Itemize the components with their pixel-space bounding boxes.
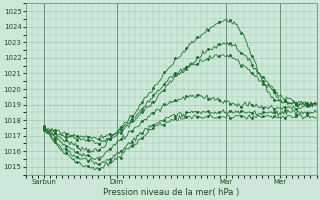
X-axis label: Pression niveau de la mer( hPa ): Pression niveau de la mer( hPa ) — [103, 188, 239, 197]
